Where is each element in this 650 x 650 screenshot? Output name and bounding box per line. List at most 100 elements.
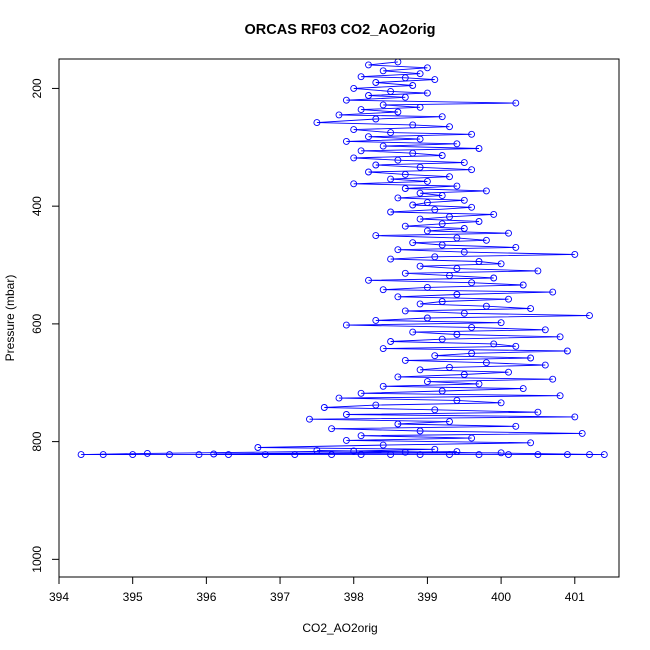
data-point — [350, 126, 358, 134]
data-point — [475, 380, 483, 388]
data-point — [534, 451, 542, 459]
data-point — [335, 394, 343, 402]
data-point — [453, 448, 461, 456]
data-point — [387, 338, 395, 345]
data-point — [387, 87, 395, 95]
data-point — [342, 96, 350, 104]
data-point — [423, 199, 431, 207]
data-point — [475, 258, 483, 265]
data-point — [387, 255, 395, 263]
data-point — [468, 130, 476, 138]
data-point — [446, 363, 453, 371]
data-point — [482, 359, 490, 367]
data-point — [512, 422, 520, 430]
y-axis-label: Pressure (mbar) — [3, 275, 17, 362]
data-point — [401, 185, 409, 192]
data-point — [460, 371, 468, 378]
data-point — [372, 401, 380, 409]
data-point — [416, 215, 424, 223]
data-point — [387, 208, 395, 216]
data-point — [578, 429, 586, 437]
data-point — [600, 451, 608, 459]
data-point — [416, 135, 424, 143]
data-point — [438, 387, 446, 395]
data-point — [416, 103, 424, 111]
data-point — [394, 293, 402, 301]
data-point — [505, 295, 512, 303]
data-point — [431, 406, 439, 414]
data-point — [409, 82, 417, 89]
data-point — [534, 267, 542, 275]
x-tick-label: 394 — [49, 590, 69, 604]
data-point — [416, 262, 424, 270]
data-point — [446, 213, 453, 221]
data-point — [342, 321, 350, 329]
data-point — [365, 168, 372, 176]
data-point — [475, 218, 483, 225]
data-point — [379, 67, 387, 75]
data-point — [394, 194, 402, 202]
data-point — [460, 196, 468, 204]
series-line — [81, 61, 605, 456]
data-point — [453, 182, 461, 190]
data-point — [416, 427, 424, 435]
chart-title: ORCAS RF03 CO2_AO2orig — [245, 22, 436, 38]
data-point — [468, 166, 476, 174]
data-point — [401, 356, 409, 364]
data-point — [431, 352, 439, 360]
plot-frame — [58, 58, 620, 578]
data-point — [512, 342, 520, 350]
data-point — [586, 312, 593, 320]
data-point — [342, 411, 350, 418]
data-point — [431, 206, 439, 214]
data-point — [357, 451, 365, 459]
data-point — [527, 354, 535, 362]
data-point — [401, 448, 409, 456]
data-point — [534, 408, 542, 416]
data-point — [446, 451, 453, 459]
y-tick-label: 600 — [30, 314, 44, 334]
data-point — [541, 361, 549, 369]
data-point — [431, 445, 439, 453]
x-tick-label: 399 — [417, 590, 437, 604]
data-point — [505, 451, 512, 459]
data-point — [423, 177, 431, 185]
data-point — [438, 335, 446, 343]
data-point — [365, 276, 372, 284]
x-tick-label: 398 — [344, 590, 364, 604]
data-point — [394, 373, 402, 381]
data-point — [453, 396, 461, 404]
data-point — [460, 309, 468, 317]
data-point — [379, 101, 387, 109]
data-point — [372, 232, 380, 240]
data-point — [409, 201, 417, 209]
data-point — [438, 241, 446, 249]
x-tick-label: 401 — [565, 590, 585, 604]
data-point — [350, 447, 358, 455]
data-point — [379, 286, 387, 294]
data-point — [210, 450, 218, 458]
data-point — [482, 236, 490, 244]
x-axis-label: CO2_AO2orig — [302, 621, 377, 635]
data-point — [512, 243, 520, 251]
data-point — [99, 451, 107, 459]
data-point — [423, 314, 431, 322]
data-point — [379, 441, 387, 449]
data-point — [482, 187, 490, 195]
data-point — [225, 451, 232, 459]
data-point — [431, 253, 439, 261]
y-tick-label: 800 — [30, 431, 44, 451]
data-point — [365, 92, 372, 99]
data-point — [563, 451, 571, 459]
data-point — [416, 366, 424, 374]
data-point — [519, 281, 527, 289]
data-point — [519, 385, 527, 393]
y-axis: 200 400 600 800 1000 — [30, 78, 60, 573]
data-point — [497, 449, 505, 457]
y-tick-label: 200 — [30, 78, 44, 98]
data-point — [394, 156, 402, 164]
data-point — [357, 106, 365, 114]
data-point — [77, 451, 85, 459]
data-point — [453, 140, 461, 148]
data-point — [195, 451, 203, 459]
